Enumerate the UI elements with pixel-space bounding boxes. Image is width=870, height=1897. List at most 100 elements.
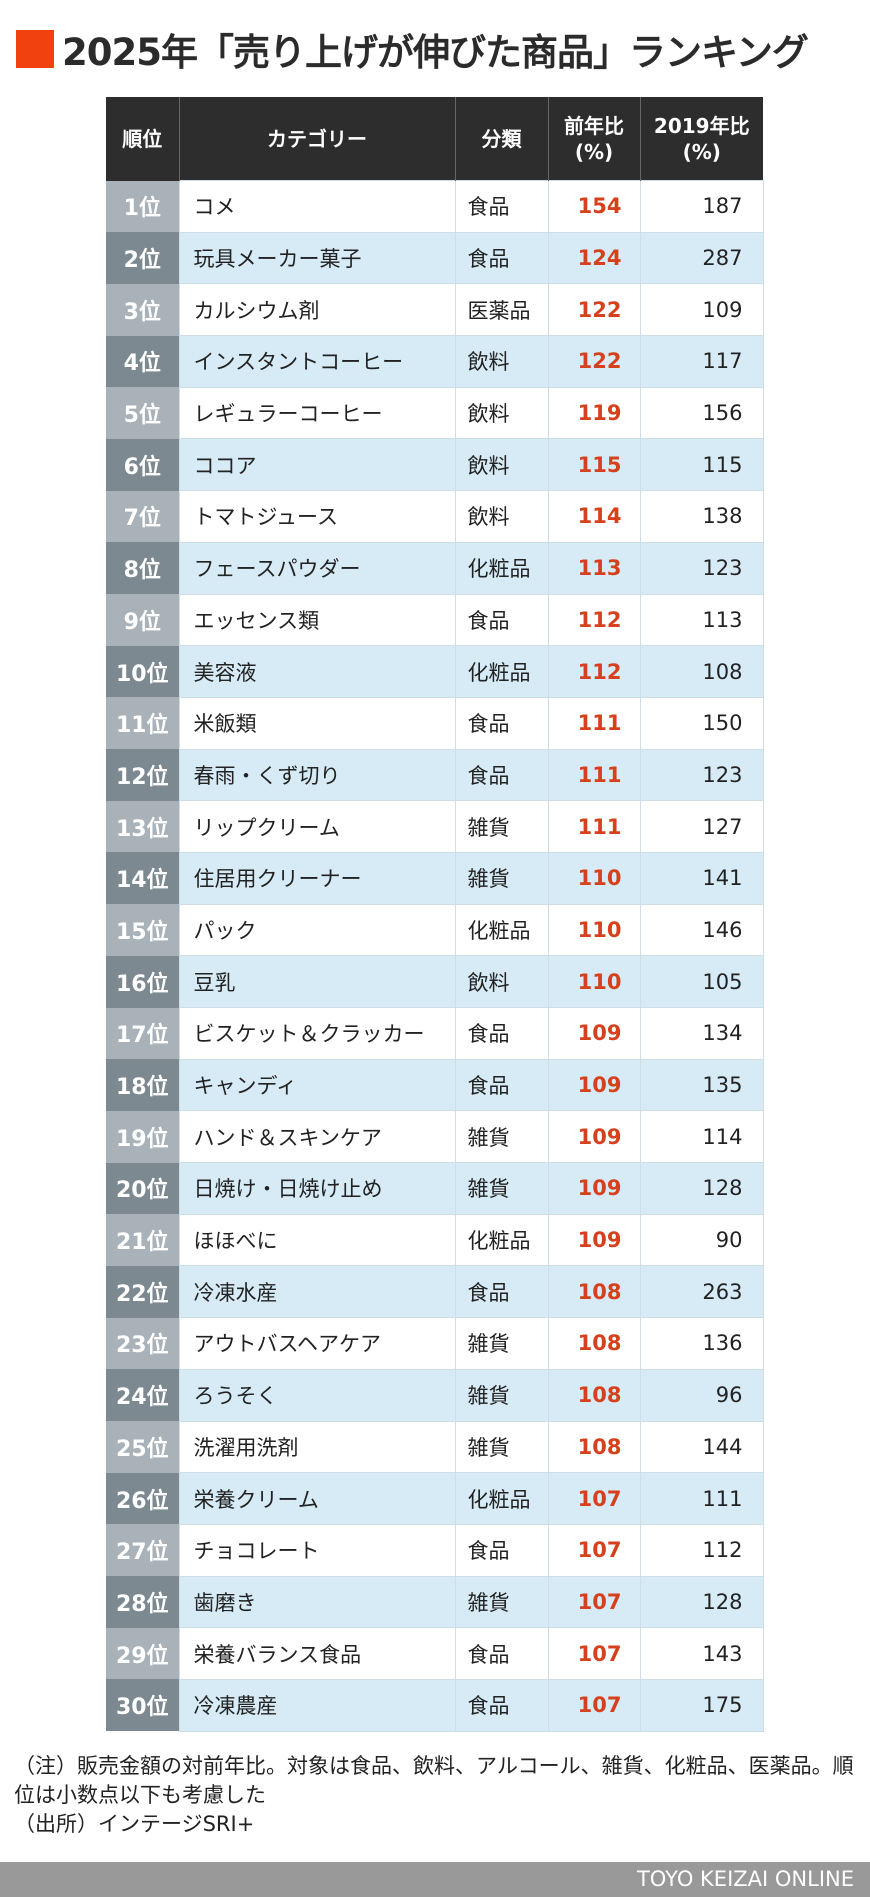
table-row: 26位 栄養クリーム 化粧品 107 111 <box>106 1472 764 1525</box>
category-cell: 歯磨き <box>178 1575 456 1629</box>
vs2019-cell: 115 <box>639 438 764 492</box>
table-row: 8位 フェースパウダー 化粧品 113 123 <box>106 541 764 595</box>
yoy-cell: 119 <box>547 386 641 440</box>
yoy-cell: 122 <box>547 335 641 388</box>
rank-cell: 10位 <box>106 645 179 698</box>
category-cell: 日焼け・日焼け止め <box>178 1162 456 1215</box>
yoy-cell: 111 <box>547 800 641 853</box>
vs2019-cell: 150 <box>639 696 764 750</box>
category-cell: 住居用クリーナー <box>178 851 456 905</box>
yoy-cell: 109 <box>547 1110 641 1164</box>
rank-cell: 21位 <box>106 1214 179 1266</box>
table-row: 28位 歯磨き 雑貨 107 128 <box>106 1575 764 1629</box>
class-cell: 雑貨 <box>454 1575 549 1629</box>
class-cell: 食品 <box>454 1007 549 1060</box>
yoy-cell: 111 <box>547 748 641 802</box>
category-cell: キャンディ <box>178 1058 456 1112</box>
class-cell: 食品 <box>454 593 549 647</box>
table-row: 13位 リップクリーム 雑貨 111 127 <box>106 800 764 853</box>
rank-cell: 3位 <box>106 283 179 336</box>
yoy-cell: 108 <box>547 1317 641 1370</box>
vs2019-cell: 263 <box>639 1265 764 1319</box>
category-cell: パック <box>178 903 456 957</box>
table-row: 22位 冷凍水産 食品 108 263 <box>106 1265 764 1319</box>
table-row: 23位 アウトバスヘアケア 雑貨 108 136 <box>106 1317 764 1370</box>
table-row: 2位 玩具メーカー菓子 食品 124 287 <box>106 231 764 285</box>
rank-cell: 27位 <box>106 1524 179 1577</box>
rank-cell: 8位 <box>106 542 179 594</box>
rank-cell: 20位 <box>106 1162 179 1215</box>
yoy-cell: 110 <box>547 955 641 1008</box>
category-cell: フェースパウダー <box>178 541 456 595</box>
yoy-cell: 109 <box>547 1058 641 1112</box>
vs2019-cell: 108 <box>639 645 764 698</box>
table-header: 順位 カテゴリー 分類 前年比 (%) 2019年比 (%) <box>106 97 763 181</box>
vs2019-cell: 127 <box>639 800 764 853</box>
yoy-cell: 107 <box>547 1523 641 1577</box>
vs2019-cell: 111 <box>639 1472 764 1525</box>
rank-cell: 28位 <box>106 1576 179 1628</box>
category-cell: トマトジュース <box>178 490 456 543</box>
title-marker <box>16 30 54 68</box>
rank-cell: 2位 <box>106 232 179 284</box>
category-cell: レギュラーコーヒー <box>178 386 456 440</box>
yoy-cell: 109 <box>547 1007 641 1060</box>
yoy-cell: 107 <box>547 1678 641 1732</box>
class-cell: 雑貨 <box>454 1368 549 1422</box>
category-cell: エッセンス類 <box>178 593 456 647</box>
category-cell: ココア <box>178 438 456 492</box>
yoy-cell: 124 <box>547 231 641 285</box>
category-cell: リップクリーム <box>178 800 456 853</box>
yoy-cell: 112 <box>547 645 641 698</box>
note-text: （注）販売金額の対前年比。対象は食品、飲料、アルコール、雑貨、化粧品、医薬品。順… <box>14 1754 854 1807</box>
rank-cell: 26位 <box>106 1472 179 1525</box>
rank-cell: 16位 <box>106 955 179 1008</box>
category-cell: ハンド＆スキンケア <box>178 1110 456 1164</box>
table-row: 29位 栄養バランス食品 食品 107 143 <box>106 1627 764 1680</box>
vs2019-cell: 134 <box>639 1007 764 1060</box>
vs2019-cell: 187 <box>639 180 764 233</box>
table-row: 1位 コメ 食品 154 187 <box>106 180 764 233</box>
class-cell: 医薬品 <box>454 283 549 337</box>
header-rank: 順位 <box>106 97 180 181</box>
vs2019-cell: 175 <box>639 1678 764 1732</box>
category-cell: コメ <box>178 180 456 233</box>
table-row: 27位 チョコレート 食品 107 112 <box>106 1523 764 1577</box>
vs2019-cell: 141 <box>639 851 764 905</box>
table-row: 18位 キャンディ 食品 109 135 <box>106 1058 764 1112</box>
vs2019-cell: 123 <box>639 748 764 802</box>
vs2019-cell: 136 <box>639 1317 764 1370</box>
class-cell: 雑貨 <box>454 1420 549 1474</box>
class-cell: 雑貨 <box>454 851 549 905</box>
yoy-cell: 112 <box>547 593 641 647</box>
vs2019-cell: 90 <box>639 1213 764 1267</box>
yoy-cell: 154 <box>547 180 641 233</box>
rank-cell: 15位 <box>106 904 179 956</box>
table-row: 21位 ほほべに 化粧品 109 90 <box>106 1213 764 1267</box>
class-cell: 食品 <box>454 1627 549 1680</box>
category-cell: 冷凍農産 <box>178 1678 456 1732</box>
class-cell: 飲料 <box>454 490 549 543</box>
table-row: 12位 春雨・くず切り 食品 111 123 <box>106 748 764 802</box>
rank-cell: 25位 <box>106 1421 179 1473</box>
category-cell: チョコレート <box>178 1523 456 1577</box>
rank-cell: 13位 <box>106 800 179 853</box>
table-row: 3位 カルシウム剤 医薬品 122 109 <box>106 283 764 337</box>
yoy-cell: 122 <box>547 283 641 337</box>
table-row: 11位 米飯類 食品 111 150 <box>106 696 764 750</box>
notes: （注）販売金額の対前年比。対象は食品、飲料、アルコール、雑貨、化粧品、医薬品。順… <box>14 1752 864 1839</box>
class-cell: 食品 <box>454 1678 549 1732</box>
category-cell: 栄養クリーム <box>178 1472 456 1525</box>
table-row: 9位 エッセンス類 食品 112 113 <box>106 593 764 647</box>
rank-cell: 14位 <box>106 852 179 905</box>
yoy-cell: 109 <box>547 1213 641 1267</box>
class-cell: 化粧品 <box>454 1472 549 1525</box>
class-cell: 化粧品 <box>454 541 549 595</box>
vs2019-cell: 135 <box>639 1058 764 1112</box>
vs2019-cell: 146 <box>639 903 764 957</box>
vs2019-cell: 128 <box>639 1162 764 1215</box>
rank-cell: 19位 <box>106 1110 179 1163</box>
rank-cell: 1位 <box>106 180 179 233</box>
header-yoy: 前年比 (%) <box>548 97 641 181</box>
category-cell: ビスケット＆クラッカー <box>178 1007 456 1060</box>
